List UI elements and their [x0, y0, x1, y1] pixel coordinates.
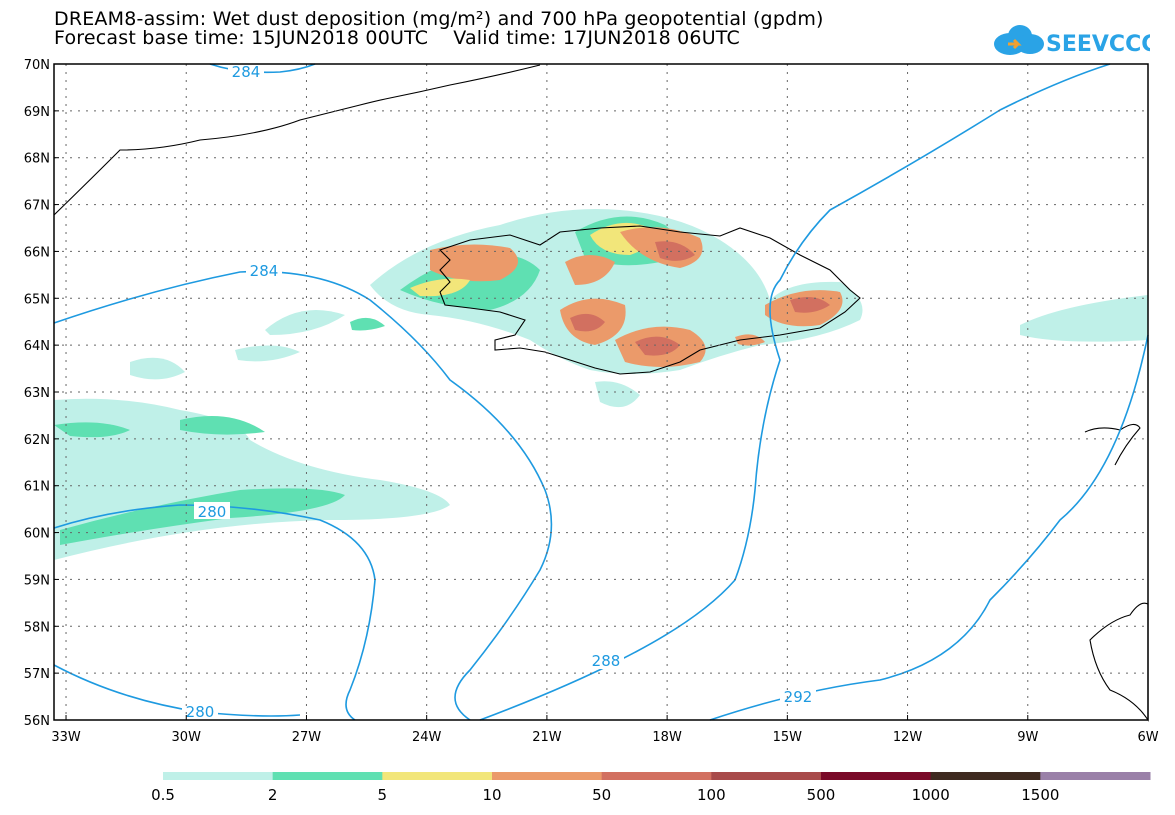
legend-swatch: [1040, 772, 1151, 780]
longitude-label: 15W: [773, 730, 803, 745]
legend-swatch: [492, 772, 603, 780]
cloud-icon: [994, 25, 1044, 55]
latitude-label: 66N: [24, 245, 50, 260]
coastlines: [53, 64, 1149, 722]
longitude-label: 21W: [532, 730, 562, 745]
latitude-labels: 70N 69N 68N 67N 66N 65N 64N 63N 62N 61N 60N 59N 58N 5…: [24, 58, 50, 729]
longitude-labels: 33W 30W 27W 24W 21W 18W 15W 12W 9W 6W: [51, 730, 1158, 745]
geopotential-contours: [53, 63, 1149, 721]
logo-text: SEEVCCC: [1046, 32, 1150, 57]
longitude-label: 33W: [51, 730, 81, 745]
legend-label: 1500: [1021, 786, 1059, 804]
latitude-label: 58N: [24, 620, 50, 635]
latitude-label: 63N: [24, 386, 50, 401]
longitude-label: 6W: [1137, 730, 1158, 745]
latitude-label: 67N: [24, 199, 50, 214]
contour-label: 284: [250, 262, 279, 280]
contour-label: 280: [198, 503, 227, 521]
legend-label: 2: [268, 786, 278, 804]
latitude-label: 56N: [24, 714, 50, 729]
contour-labels: 284 284 280 280 288 292: [182, 63, 816, 721]
latitude-label: 61N: [24, 480, 50, 495]
map-title: DREAM8-assim: Wet dust deposition (mg/m²…: [54, 8, 824, 30]
legend-label: 5: [378, 786, 388, 804]
legend-label: 10: [482, 786, 501, 804]
contour-label: 292: [784, 688, 813, 706]
legend-label: 50: [592, 786, 611, 804]
latitude-label: 57N: [24, 667, 50, 682]
longitude-label: 12W: [893, 730, 923, 745]
dust-shading: [54, 209, 1148, 560]
legend-swatch: [163, 772, 274, 780]
longitude-label: 27W: [292, 730, 322, 745]
legend-swatch: [821, 772, 932, 780]
legend-swatch: [272, 772, 383, 780]
latitude-label: 69N: [24, 105, 50, 120]
axis-ticks: [54, 63, 1149, 721]
latitude-label: 62N: [24, 433, 50, 448]
contour-label: 280: [186, 703, 215, 721]
legend-swatch: [601, 772, 712, 780]
legend-swatch: [930, 772, 1041, 780]
longitude-label: 30W: [172, 730, 202, 745]
seevccc-logo: SEEVCCC: [994, 25, 1150, 57]
latitude-label: 70N: [24, 58, 50, 73]
graticule: [54, 64, 1148, 720]
legend-label: 1000: [912, 786, 950, 804]
latitude-label: 68N: [24, 152, 50, 167]
latitude-label: 60N: [24, 527, 50, 542]
legend-swatch: [382, 772, 493, 780]
latitude-label: 59N: [24, 573, 50, 588]
legend-label: 0.5: [151, 786, 175, 804]
latitude-label: 65N: [24, 292, 50, 307]
contour-label: 284: [232, 63, 261, 81]
longitude-label: 24W: [412, 730, 442, 745]
contour-label: 288: [592, 652, 621, 670]
map-subtitle: Forecast base time: 15JUN2018 00UTC Vali…: [54, 27, 740, 49]
legend-swatch: [711, 772, 822, 780]
longitude-label: 9W: [1017, 730, 1038, 745]
latitude-label: 64N: [24, 339, 50, 354]
longitude-label: 18W: [652, 730, 682, 745]
legend-label: 500: [807, 786, 836, 804]
legend-label: 100: [697, 786, 726, 804]
